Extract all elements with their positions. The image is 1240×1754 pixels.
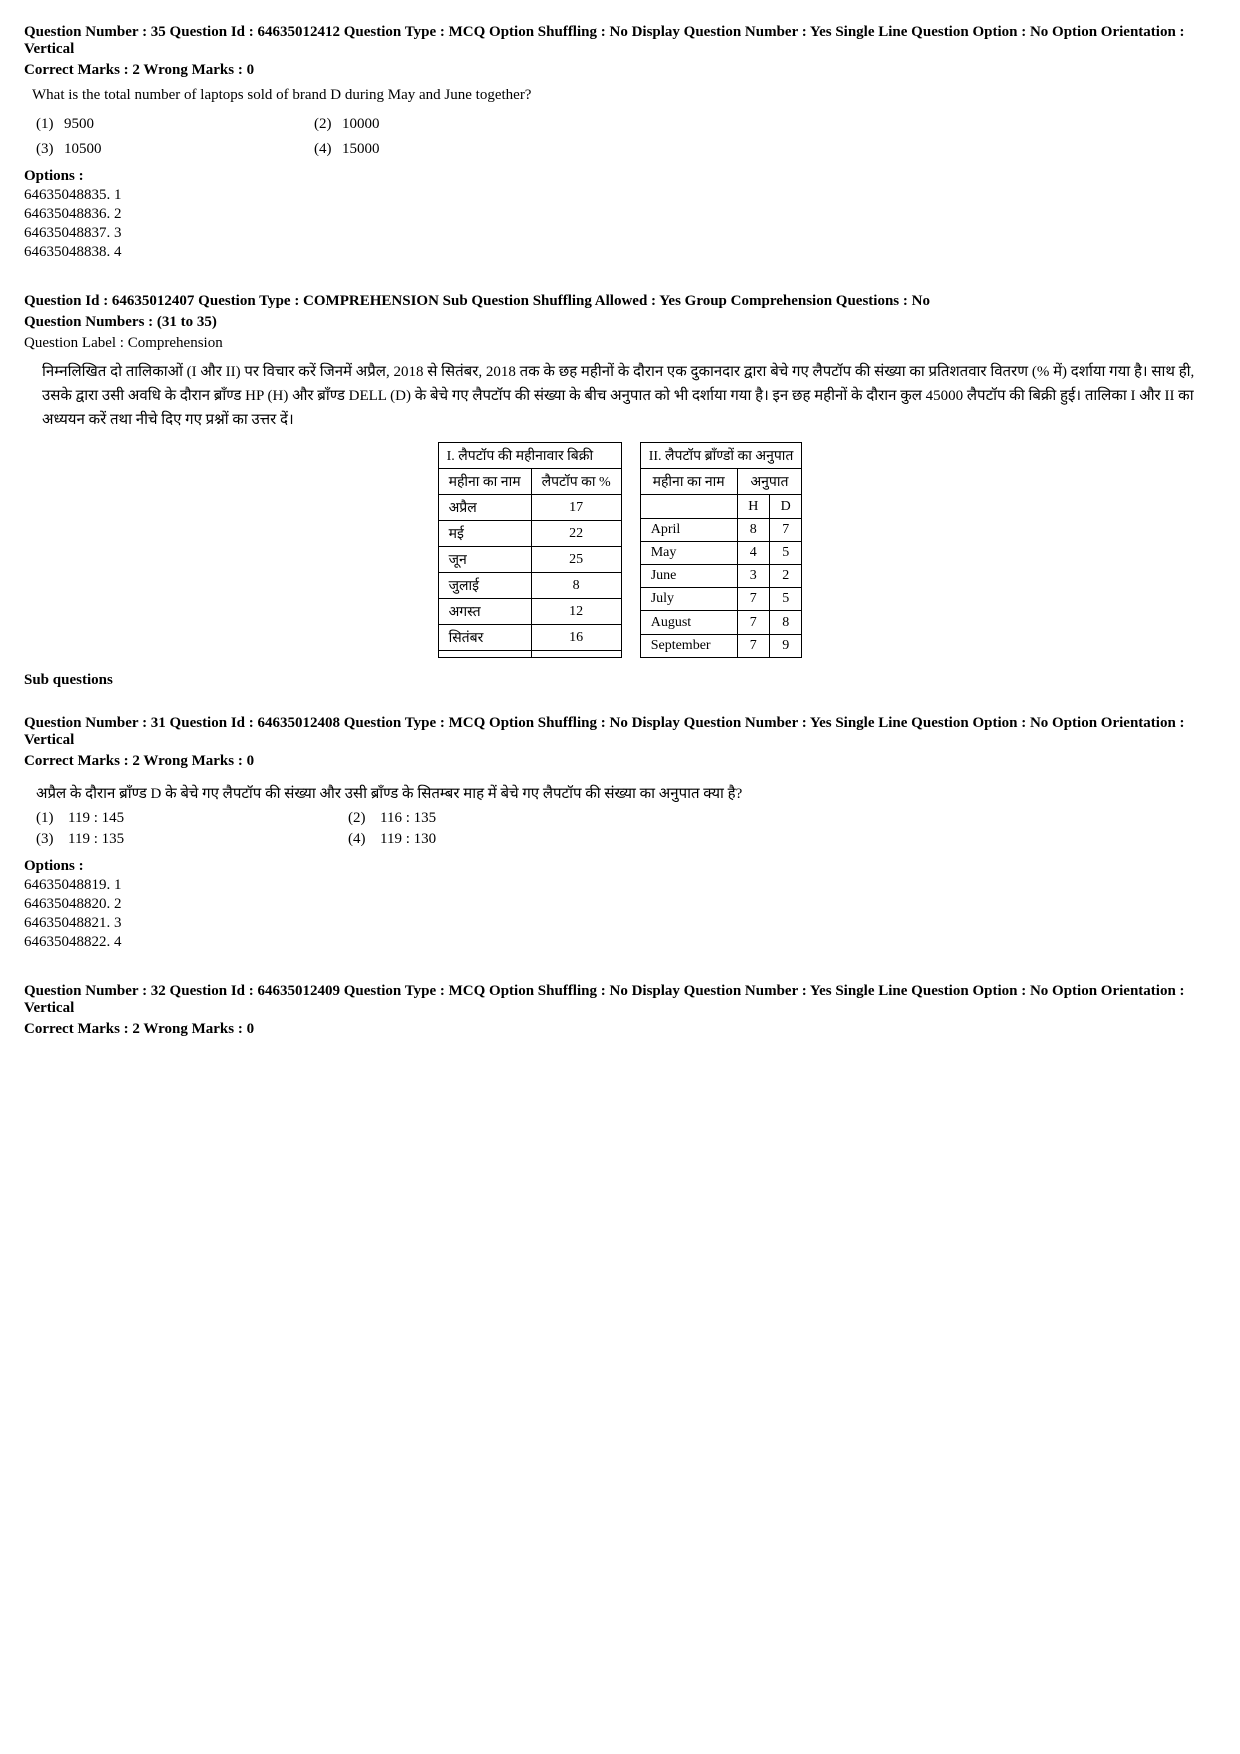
q35-opt1-val: 9500 bbox=[64, 116, 214, 133]
t2-r5-c1: September bbox=[640, 634, 737, 657]
t1-r4-c1: अगस्त bbox=[438, 599, 531, 625]
q31-opt2-num: (2) bbox=[348, 810, 380, 827]
table1-h1: महीना का नाम bbox=[438, 469, 531, 495]
q35-optionid-3: 64635048837. 3 bbox=[24, 225, 1216, 242]
t1-r0-c1: अप्रैल bbox=[438, 495, 531, 521]
q35-option-ids: 64635048835. 1 64635048836. 2 6463504883… bbox=[24, 187, 1216, 261]
table2-h1: महीना का नाम bbox=[640, 469, 737, 495]
t2-r0-d: 7 bbox=[769, 518, 801, 541]
t2-r2-h: 3 bbox=[737, 565, 769, 588]
table-row: अगस्त12 bbox=[438, 599, 621, 625]
table2-sub-h: H bbox=[737, 495, 769, 518]
table-row: June32 bbox=[640, 565, 802, 588]
t2-r2-d: 2 bbox=[769, 565, 801, 588]
t2-r2-c1: June bbox=[640, 565, 737, 588]
t1-r0-c2: 17 bbox=[531, 495, 621, 521]
t1-r4-c2: 12 bbox=[531, 599, 621, 625]
q31-opt4-val: 119 : 130 bbox=[380, 831, 540, 848]
q31-option-ids: 64635048819. 1 64635048820. 2 6463504882… bbox=[24, 877, 1216, 951]
table-row: September79 bbox=[640, 634, 802, 657]
q32-marks: Correct Marks : 2 Wrong Marks : 0 bbox=[24, 1021, 1216, 1038]
t2-r1-h: 4 bbox=[737, 541, 769, 564]
q32-meta: Question Number : 32 Question Id : 64635… bbox=[24, 983, 1216, 1017]
t1-r5-c2: 16 bbox=[531, 625, 621, 651]
q31-opt3-num: (3) bbox=[36, 831, 68, 848]
table-row: जून25 bbox=[438, 547, 621, 573]
q35-meta: Question Number : 35 Question Id : 64635… bbox=[24, 24, 1216, 58]
comp-range: Question Numbers : (31 to 35) bbox=[24, 314, 1216, 331]
t2-r1-d: 5 bbox=[769, 541, 801, 564]
table-row: August78 bbox=[640, 611, 802, 634]
comp-tables: I. लैपटॉप की महीनावार बिक्री महीना का ना… bbox=[24, 442, 1216, 658]
q31-opt4-num: (4) bbox=[348, 831, 380, 848]
q35-options-label: Options : bbox=[24, 168, 1216, 185]
q31-optionid-4: 64635048822. 4 bbox=[24, 934, 1216, 951]
t2-r3-d: 5 bbox=[769, 588, 801, 611]
q35-text: What is the total number of laptops sold… bbox=[24, 87, 1216, 104]
t2-r4-c1: August bbox=[640, 611, 737, 634]
t2-r0-h: 8 bbox=[737, 518, 769, 541]
table1-h2: लैपटॉप का % bbox=[531, 469, 621, 495]
t2-r4-h: 7 bbox=[737, 611, 769, 634]
q35-opt4-num: (4) bbox=[314, 141, 342, 158]
t2-r0-c1: April bbox=[640, 518, 737, 541]
q35-marks: Correct Marks : 2 Wrong Marks : 0 bbox=[24, 62, 1216, 79]
comp-label: Question Label : Comprehension bbox=[24, 335, 1216, 352]
table2-h2: अनुपात bbox=[737, 469, 802, 495]
q35-optionid-4: 64635048838. 4 bbox=[24, 244, 1216, 261]
table-row: जुलाई8 bbox=[438, 573, 621, 599]
t1-r2-c2: 25 bbox=[531, 547, 621, 573]
t2-r4-d: 8 bbox=[769, 611, 801, 634]
q31-options-label: Options : bbox=[24, 858, 1216, 875]
t2-r5-h: 7 bbox=[737, 634, 769, 657]
q35-opt2-val: 10000 bbox=[342, 116, 492, 133]
comp-meta: Question Id : 64635012407 Question Type … bbox=[24, 293, 1216, 310]
table-2: II. लैपटॉप ब्राँण्डों का अनुपात महीना का… bbox=[640, 442, 803, 658]
t2-r3-c1: July bbox=[640, 588, 737, 611]
table-1: I. लैपटॉप की महीनावार बिक्री महीना का ना… bbox=[438, 442, 622, 658]
q31-optionid-1: 64635048819. 1 bbox=[24, 877, 1216, 894]
sub-questions-label: Sub questions bbox=[24, 672, 1216, 689]
q31-opt1-num: (1) bbox=[36, 810, 68, 827]
q31-text: अप्रैल के दौरान ब्राँण्ड D के बेचे गए लै… bbox=[24, 778, 1216, 810]
comp-passage: निम्नलिखित दो तालिकाओं (I और II) पर विचा… bbox=[24, 356, 1216, 436]
q35-optionid-2: 64635048836. 2 bbox=[24, 206, 1216, 223]
q35-opt3-val: 10500 bbox=[64, 141, 214, 158]
q35-opt2-num: (2) bbox=[314, 116, 342, 133]
t1-r1-c1: मई bbox=[438, 521, 531, 547]
q35-opt1-num: (1) bbox=[36, 116, 64, 133]
q35-answer-options: (1) 9500 (2) 10000 (3) 10500 (4) 15000 bbox=[36, 116, 1216, 158]
q31-opt3-val: 119 : 135 bbox=[68, 831, 228, 848]
t2-r3-h: 7 bbox=[737, 588, 769, 611]
q31-marks: Correct Marks : 2 Wrong Marks : 0 bbox=[24, 753, 1216, 770]
table-row: मई22 bbox=[438, 521, 621, 547]
table-row: April87 bbox=[640, 518, 802, 541]
table2-title: II. लैपटॉप ब्राँण्डों का अनुपात bbox=[640, 443, 802, 469]
table1-title: I. लैपटॉप की महीनावार बिक्री bbox=[438, 443, 621, 469]
q31-optionid-3: 64635048821. 3 bbox=[24, 915, 1216, 932]
q35-optionid-1: 64635048835. 1 bbox=[24, 187, 1216, 204]
table2-sub-d: D bbox=[769, 495, 801, 518]
t2-r1-c1: May bbox=[640, 541, 737, 564]
table-row: सितंबर16 bbox=[438, 625, 621, 651]
t1-r3-c1: जुलाई bbox=[438, 573, 531, 599]
q31-optionid-2: 64635048820. 2 bbox=[24, 896, 1216, 913]
table-row: July75 bbox=[640, 588, 802, 611]
q31-answer-options: (1) 119 : 145 (2) 116 : 135 (3) 119 : 13… bbox=[36, 810, 1216, 848]
table-row: अप्रैल17 bbox=[438, 495, 621, 521]
t1-r3-c2: 8 bbox=[531, 573, 621, 599]
q31-meta: Question Number : 31 Question Id : 64635… bbox=[24, 715, 1216, 749]
t2-r5-d: 9 bbox=[769, 634, 801, 657]
q31-opt1-val: 119 : 145 bbox=[68, 810, 228, 827]
table-row: May45 bbox=[640, 541, 802, 564]
t1-r5-c1: सितंबर bbox=[438, 625, 531, 651]
q31-opt2-val: 116 : 135 bbox=[380, 810, 540, 827]
t1-r1-c2: 22 bbox=[531, 521, 621, 547]
q35-opt3-num: (3) bbox=[36, 141, 64, 158]
q35-opt4-val: 15000 bbox=[342, 141, 492, 158]
table-row bbox=[438, 651, 621, 658]
t1-r2-c1: जून bbox=[438, 547, 531, 573]
